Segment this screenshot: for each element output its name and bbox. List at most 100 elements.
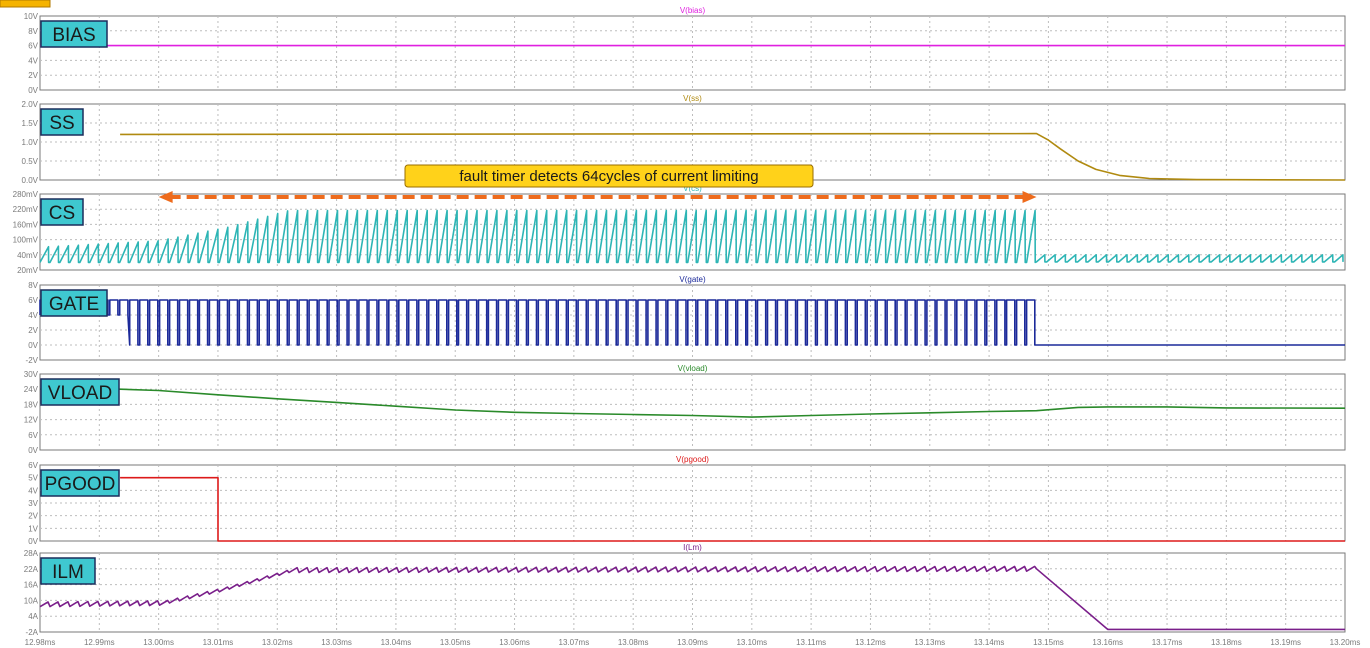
vload-trace-title: V(vload) [678,364,708,373]
x-tick-label: 13.14ms [974,638,1005,647]
gate-label-box [40,289,108,317]
x-tick-label: 13.16ms [1092,638,1123,647]
orange-corner-marker [0,0,51,8]
bias-y-tick-label: 0V [28,86,38,95]
cs-trace [39,209,1344,264]
x-tick-label: 12.99ms [84,638,115,647]
pgood-label-tag: PGOOD [40,469,120,497]
x-tick-label: 13.07ms [559,638,590,647]
vload-label-tag: VLOAD [40,378,120,406]
x-tick-label: 13.08ms [618,638,649,647]
x-tick-label: 13.09ms [677,638,708,647]
pgood-trace-title: V(pgood) [676,455,709,464]
bias-y-tick-label: 4V [28,56,38,65]
annotation-arrowhead-left [158,191,173,203]
gate-y-tick-label: 4V [28,311,38,320]
pgood-y-tick-label: 3V [28,499,38,508]
x-tick-label: 13.18ms [1211,638,1242,647]
x-tick-label: 13.01ms [203,638,234,647]
ss-trace-title: V(ss) [683,94,702,103]
pgood-label-box [40,469,120,497]
cs-panel: 280mV 220mV 160mV 100mV 40mV 20mV V(cs) CS [13,184,1346,275]
ss-label-box [40,108,84,136]
cs-label-tag: CS [40,198,84,226]
cs-label-box [40,198,84,226]
x-tick-label: 13.05ms [440,638,471,647]
vload-y-tick-label: 24V [24,385,39,394]
ss-label-text: SS [49,113,74,134]
gate-y-tick-label: 2V [28,326,38,335]
ss-y-tick-label: 0.0V [22,176,39,185]
ilm-y-tick-label: 22A [24,565,39,574]
annotation-arrowhead-right [1022,191,1037,203]
pgood-y-tick-label: 4V [28,486,38,495]
bias-trace-title: V(bias) [680,6,706,15]
bias-label-tag: BIAS [40,20,108,48]
vload-y-tick-label: 12V [24,416,39,425]
bias-y-tick-label: 2V [28,71,38,80]
ilm-y-tick-label: -2A [26,628,39,637]
ss-y-tick-label: 1.0V [22,138,39,147]
gate-y-tick-label: -2V [26,356,39,365]
ilm-label-tag: ILM [40,557,96,585]
vload-label-box [40,378,120,406]
pgood-panel: 6V 5V 4V 3V 2V 1V 0V V(pgood) PGOOD [28,455,1346,546]
gate-trace [39,299,1345,346]
x-tick-label: 13.10ms [736,638,767,647]
gate-label-text: GATE [49,294,99,315]
x-tick-label: 13.00ms [143,638,174,647]
x-tick-label: 13.02ms [262,638,293,647]
ilm-label-box [40,557,96,585]
ilm-panel: 28A 22A 16A 10A 4A -2A I(Lm) ILM [24,543,1346,637]
pgood-y-tick-label: 5V [28,474,38,483]
pgood-y-tick-label: 0V [28,537,38,546]
cs-y-tick-label: 160mV [13,220,39,229]
ilm-trace [39,565,1345,631]
pgood-y-tick-label: 1V [28,524,38,533]
x-tick-label: 13.17ms [1152,638,1183,647]
gate-y-tick-label: 0V [28,341,38,350]
x-tick-label: 13.12ms [855,638,886,647]
pgood-label-text: PGOOD [45,474,116,495]
x-tick-label: 13.13ms [914,638,945,647]
vload-y-tick-label: 0V [28,446,38,455]
vload-label-text: VLOAD [48,383,112,404]
ilm-label-text: ILM [52,562,84,583]
gate-y-tick-label: 8V [28,281,38,290]
gate-panel: 8V 6V 4V 2V 0V -2V V(gate) GATE [26,275,1346,365]
cs-y-tick-label: 220mV [13,205,39,214]
gate-trace-title: V(gate) [679,275,706,284]
cs-trace-title: V(cs) [683,184,702,193]
pgood-y-tick-label: 2V [28,512,38,521]
cs-y-tick-label: 40mV [17,251,39,260]
x-tick-label: 13.06ms [499,638,530,647]
ss-y-tick-label: 0.5V [22,157,39,166]
gate-label-tag: GATE [40,289,108,317]
vload-y-tick-label: 30V [24,370,39,379]
ilm-y-tick-label: 4A [28,612,38,621]
x-tick-label: 13.20ms [1330,638,1361,647]
ilm-trace-title: I(Lm) [683,543,702,552]
annotation-box [404,164,814,188]
ss-y-tick-label: 1.5V [22,119,39,128]
cs-y-tick-label: 280mV [13,190,39,199]
pgood-y-tick-label: 6V [28,461,38,470]
x-tick-label: 13.04ms [381,638,412,647]
vload-y-tick-label: 18V [24,400,39,409]
cs-y-tick-label: 20mV [17,266,39,275]
cs-y-tick-label: 100mV [13,236,39,245]
x-tick-label: 12.98ms [25,638,56,647]
ilm-y-tick-label: 10A [24,596,39,605]
x-tick-label: 13.19ms [1270,638,1301,647]
pgood-trace [120,476,1345,542]
bias-y-tick-label: 6V [28,42,38,51]
ilm-y-tick-label: 28A [24,549,39,558]
bias-y-tick-label: 8V [28,27,38,36]
ilm-y-tick-label: 16A [24,581,39,590]
ss-trace [120,132,1346,181]
bias-label-box [40,20,108,48]
bias-y-tick-label: 10V [24,12,39,21]
x-tick-label: 13.03ms [321,638,352,647]
fault-timer-annotation: fault timer detects 64cycles of current … [158,164,1037,203]
